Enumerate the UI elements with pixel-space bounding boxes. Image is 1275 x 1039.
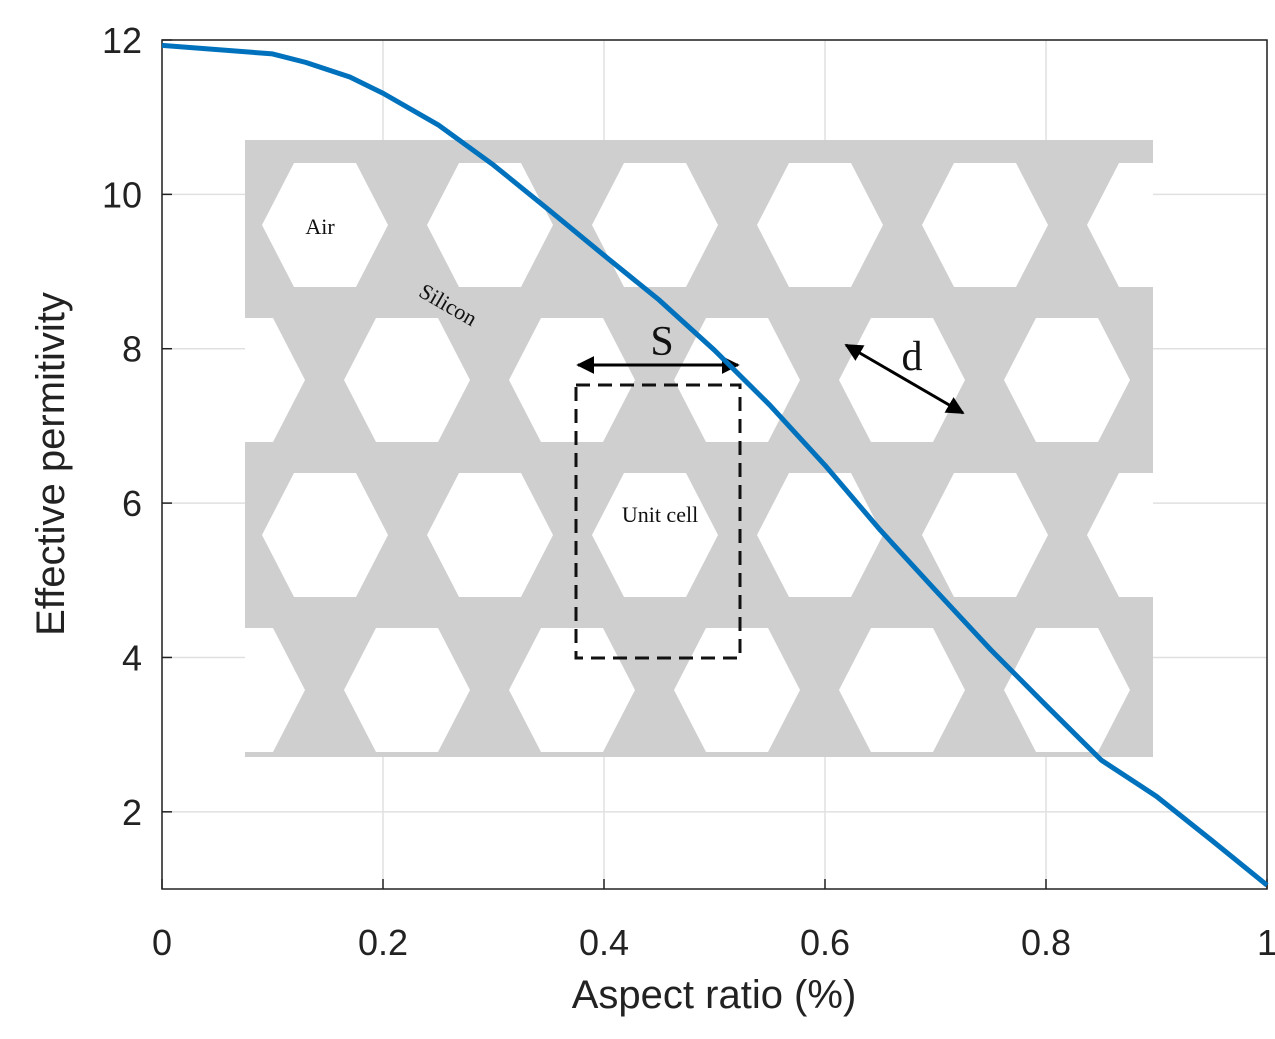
air-hole — [344, 318, 470, 442]
d-arrow — [844, 343, 965, 415]
x-tick-label: 0 — [152, 922, 172, 963]
air-hole — [179, 938, 305, 1039]
unit-cell-box — [574, 383, 742, 660]
d-label: d — [902, 334, 923, 380]
y-tick-label: 2 — [122, 792, 142, 833]
air-hole — [245, 628, 305, 752]
air-hole — [757, 473, 883, 597]
air-hole — [592, 473, 718, 597]
y-tick-label: 6 — [122, 483, 142, 524]
x-tick-label: 0.4 — [579, 922, 629, 963]
y-tick-label: 10 — [102, 174, 142, 215]
x-tick-label: 0.8 — [1021, 922, 1071, 963]
air-hole — [1252, 163, 1275, 287]
air-hole — [1004, 318, 1130, 442]
x-tick-label: 0.6 — [800, 922, 850, 963]
air-hole — [1169, 318, 1275, 442]
s-label: S — [650, 319, 673, 365]
unit-cell-label: Unit cell — [622, 502, 698, 527]
x-tick-label: 1 — [1257, 922, 1275, 963]
air-hole — [1087, 163, 1153, 287]
air-hole — [1004, 8, 1130, 132]
air-hole — [344, 628, 470, 752]
air-hole — [922, 473, 1048, 597]
x-axis-label: Aspect ratio (%) — [572, 973, 857, 1017]
air-hole — [97, 473, 223, 597]
air-label: Air — [305, 214, 335, 239]
air-hole — [344, 8, 470, 132]
air-hole — [839, 628, 965, 752]
y-tick-label: 4 — [122, 637, 142, 678]
y-tick-label: 8 — [122, 329, 142, 370]
y-tick-label: 12 — [102, 20, 142, 61]
honeycomb-inset — [97, 8, 1275, 1039]
y-axis-label: Effective permitivity — [29, 292, 73, 636]
data-line — [161, 42, 1269, 888]
air-hole — [509, 8, 635, 132]
air-hole — [179, 8, 305, 132]
air-hole — [427, 163, 553, 287]
air-hole — [262, 163, 388, 287]
air-hole — [674, 318, 800, 442]
air-hole — [427, 473, 553, 597]
air-hole — [1087, 473, 1153, 597]
air-hole — [1252, 473, 1275, 597]
air-hole — [262, 473, 388, 597]
air-hole — [592, 163, 718, 287]
air-hole — [839, 938, 965, 1039]
air-hole — [1169, 8, 1275, 132]
air-hole — [1169, 628, 1275, 752]
air-hole — [757, 163, 883, 287]
air-hole — [1004, 628, 1130, 752]
air-hole — [674, 8, 800, 132]
air-hole — [245, 318, 305, 442]
air-hole — [509, 318, 635, 442]
x-tick-label: 0.2 — [358, 922, 408, 963]
air-hole — [922, 163, 1048, 287]
plot-frame — [161, 39, 1268, 890]
air-hole — [839, 8, 965, 132]
